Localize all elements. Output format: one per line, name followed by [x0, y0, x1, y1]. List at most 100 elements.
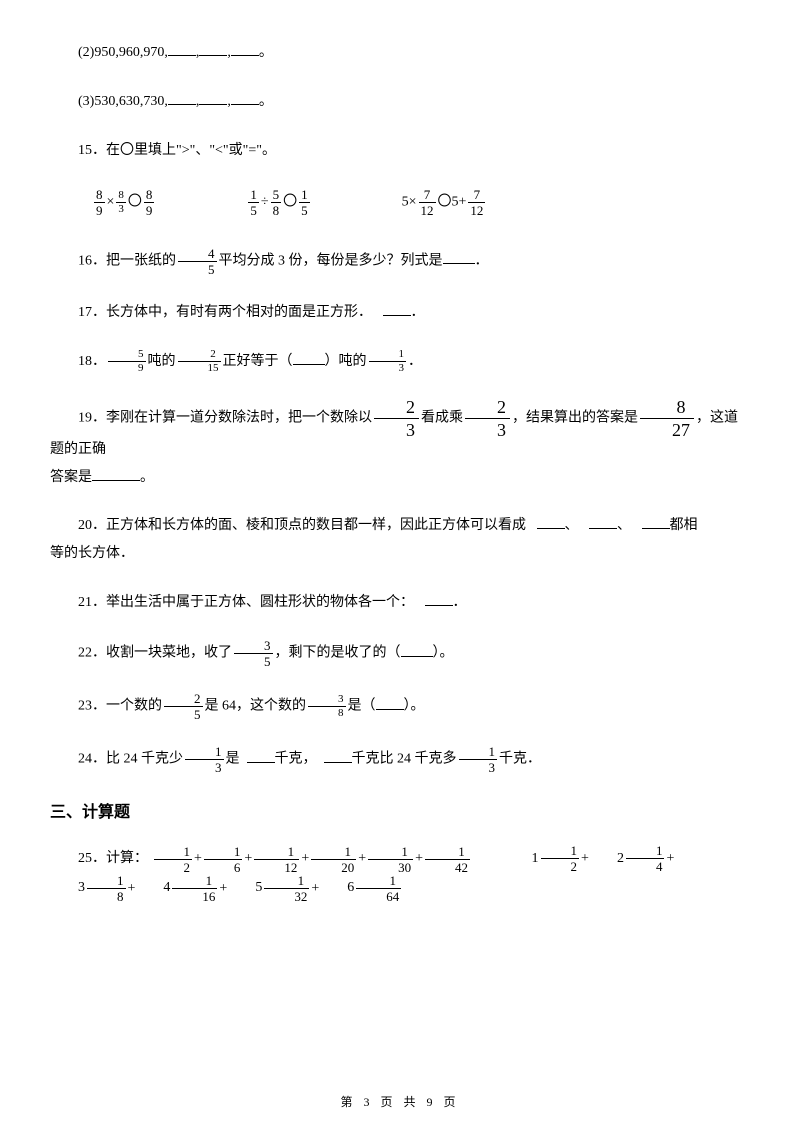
text: (2)950,960,970, — [78, 45, 168, 60]
question-17: 17．长方体中，有时有两个相对的面是正方形． ． — [50, 300, 750, 325]
blank[interactable] — [324, 749, 352, 763]
blank[interactable] — [231, 91, 259, 105]
question-20-line2: 等的长方体． — [50, 541, 750, 566]
fraction: 132 — [264, 874, 309, 903]
fraction: 14 — [626, 844, 665, 873]
five: 5 — [402, 194, 409, 209]
text: 正好等于（ — [223, 354, 293, 369]
blank[interactable] — [293, 351, 325, 365]
text: 是 — [226, 752, 240, 767]
fraction: 25 — [164, 692, 203, 721]
question-24: 24．比 24 千克少13是 千克， 千克比 24 千克多13千克． — [50, 745, 750, 774]
fraction: 120 — [311, 845, 356, 874]
fraction: 23 — [374, 398, 419, 439]
blank[interactable] — [589, 515, 617, 529]
times: × — [107, 194, 115, 209]
blank[interactable] — [168, 91, 196, 105]
fraction: 35 — [234, 639, 273, 668]
plus: + — [415, 851, 423, 866]
fraction: 15 — [248, 188, 259, 217]
fraction: 18 — [87, 874, 126, 903]
text: ）吨的 — [325, 354, 367, 369]
fraction: 712 — [419, 188, 436, 217]
fraction: 38 — [308, 694, 346, 719]
expr-3: 5×712〇5+712 — [402, 188, 488, 217]
blank[interactable] — [401, 643, 433, 657]
blank[interactable] — [443, 250, 475, 264]
text: ，结果算出的答案是 — [512, 411, 638, 426]
text: 23．一个数的 — [78, 699, 162, 714]
fraction: 45 — [178, 247, 217, 276]
plus: + — [219, 880, 227, 895]
blank[interactable] — [199, 91, 227, 105]
text: 22．收割一块菜地，收了 — [78, 646, 232, 661]
text: ）。 — [433, 646, 454, 661]
text: 等的长方体． — [50, 546, 134, 561]
fraction: 15 — [299, 188, 310, 217]
divide: ÷ — [261, 194, 269, 209]
text: 三、计算题 — [50, 804, 130, 821]
plus: + — [194, 851, 202, 866]
text: 看成乘 — [421, 411, 463, 426]
text: 吨的 — [148, 354, 176, 369]
page-footer: 第 3 页 共 9 页 — [0, 1093, 800, 1110]
question-21: 21．举出生活中属于正方体、圆柱形状的物体各一个： ． — [50, 590, 750, 615]
plus: + — [666, 851, 674, 866]
question-20-line1: 20．正方体和长方体的面、棱和顶点的数目都一样，因此正方体可以看成 、 、 都相 — [50, 515, 750, 537]
fraction: 13 — [185, 745, 224, 774]
text: 答案是 — [50, 470, 92, 485]
fraction: 142 — [425, 845, 470, 874]
fraction: 12 — [154, 845, 193, 874]
mixed: 5132 — [227, 874, 311, 903]
text: ）。 — [404, 699, 425, 714]
section-3-title: 三、计算题 — [50, 798, 750, 822]
blank[interactable] — [92, 467, 140, 481]
fraction: 712 — [468, 188, 485, 217]
question-15-text: 15．在〇里填上">"、"<"或"="。 — [50, 138, 750, 163]
blank[interactable] — [537, 515, 565, 529]
fraction: 23 — [465, 398, 510, 439]
question-25: 25．计算： 12+16+112+120+130+142 112+214+318… — [50, 844, 750, 902]
circle-blank[interactable]: 〇 — [283, 194, 297, 209]
fraction: 164 — [356, 874, 401, 903]
blank[interactable] — [168, 42, 196, 56]
text: 18． — [78, 354, 106, 369]
dot: ． — [411, 305, 425, 320]
plus: + — [311, 880, 319, 895]
question-15-row: 89×83〇89 15÷58〇15 5×712〇5+712 — [92, 188, 750, 217]
period: 。 — [259, 45, 273, 60]
plus: + — [128, 880, 136, 895]
expr-2: 15÷58〇15 — [246, 188, 311, 217]
circle-blank[interactable]: 〇 — [128, 194, 142, 209]
text: 、 — [565, 518, 579, 533]
blank[interactable] — [199, 42, 227, 56]
question-22: 22．收割一块菜地，收了35，剩下的是收了的（ ）。 — [50, 639, 750, 668]
question-19-line1: 19．李刚在计算一道分数除法时，把一个数除以23看成乘23，结果算出的答案是82… — [50, 398, 750, 461]
fraction: 16 — [204, 845, 243, 874]
blank[interactable] — [376, 696, 404, 710]
plus: + — [581, 851, 589, 866]
mixed: 318 — [50, 874, 128, 903]
fraction: 215 — [178, 349, 221, 374]
plus: + — [358, 851, 366, 866]
text: 、 — [617, 518, 631, 533]
question-16: 16．把一张纸的45平均分成 3 份，每份是多少？列式是． — [50, 247, 750, 276]
fraction: 59 — [108, 349, 146, 374]
fraction: 112 — [254, 845, 299, 874]
blank[interactable] — [425, 592, 453, 606]
text: 16．把一张纸的 — [78, 253, 176, 268]
question-23: 23．一个数的25是 64，这个数的38是（）。 — [50, 692, 750, 721]
text: 19．李刚在计算一道分数除法时，把一个数除以 — [78, 411, 372, 426]
footer-text: 第 3 页 共 9 页 — [340, 1095, 459, 1109]
text: 千克比 24 千克多 — [352, 752, 457, 767]
text: 都相 — [670, 518, 698, 533]
blank[interactable] — [642, 515, 670, 529]
question-sub-2: (2)950,960,970,,,。 — [50, 40, 750, 65]
text: ，剩下的是收了的（ — [275, 646, 401, 661]
question-sub-3: (3)530,630,730,,,。 — [50, 89, 750, 114]
circle-blank[interactable]: 〇 — [438, 194, 452, 209]
blank[interactable] — [383, 302, 411, 316]
mixed: 214 — [589, 844, 667, 873]
blank[interactable] — [231, 42, 259, 56]
blank[interactable] — [247, 749, 275, 763]
